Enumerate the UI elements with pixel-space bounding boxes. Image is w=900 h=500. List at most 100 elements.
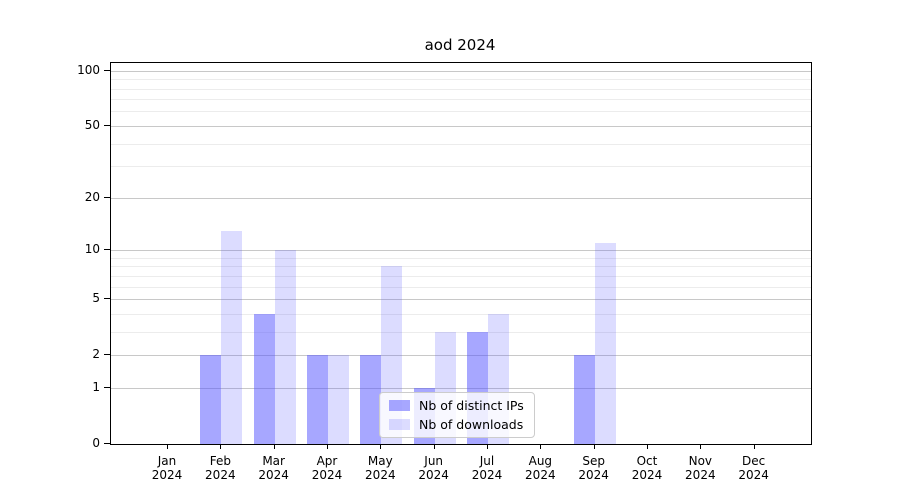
bar-sep-distinct-ips (573, 355, 595, 444)
x-tick-label-oct: Oct 2024 (615, 454, 679, 482)
x-tick-year: 2024 (631, 468, 663, 482)
minor-grid-line (111, 88, 811, 90)
x-tick-month: May (367, 454, 393, 468)
bar-feb-downloads (221, 230, 243, 444)
x-tick-mark (326, 445, 328, 449)
x-tick-year: 2024 (365, 468, 396, 482)
x-tick-label-aug: Aug 2024 (508, 454, 572, 482)
x-tick-label-may: May 2024 (348, 454, 412, 482)
y-tick-mark (104, 386, 110, 388)
x-tick-year: 2024 (205, 468, 236, 482)
minor-grid-line (111, 331, 811, 333)
x-tick-month: Aug (528, 454, 553, 468)
x-tick-label-dec: Dec 2024 (722, 454, 786, 482)
major-grid-line (111, 299, 811, 301)
y-tick-mark (104, 249, 110, 251)
x-tick-mark (646, 445, 648, 449)
x-tick-mark (486, 445, 488, 449)
y-tick-mark (104, 196, 110, 198)
minor-grid-line (111, 111, 811, 113)
y-tick-mark (104, 69, 110, 71)
plot-area: Nb of distinct IPs Nb of downloads (110, 62, 812, 445)
bar-may-distinct-ips (360, 355, 382, 444)
y-tick-label: 5 (92, 291, 100, 306)
x-tick-label-jun: Jun 2024 (402, 454, 466, 482)
y-tick-mark (104, 443, 110, 444)
x-tick-month: Apr (316, 454, 338, 468)
legend-label: Nb of downloads (419, 417, 524, 432)
x-tick-month: Mar (262, 454, 285, 468)
x-tick-mark (273, 445, 275, 449)
chart-title: aod 2024 (424, 36, 496, 54)
bar-apr-downloads (327, 355, 349, 444)
x-tick-mark (433, 445, 435, 449)
y-tick-label: 50 (84, 117, 100, 132)
bar-feb-distinct-ips (200, 355, 222, 444)
legend-entry: Nb of downloads (389, 417, 524, 432)
x-tick-mark (593, 445, 595, 449)
x-tick-year: 2024 (151, 468, 183, 482)
y-tick-label: 1 (92, 379, 100, 394)
minor-grid-line (111, 79, 811, 81)
legend: Nb of distinct IPs Nb of downloads (379, 392, 535, 438)
legend-label: Nb of distinct IPs (419, 398, 524, 413)
legend-entry: Nb of distinct IPs (389, 398, 524, 413)
minor-grid-line (111, 286, 811, 288)
bar-mar-downloads (274, 250, 296, 444)
x-tick-month: Nov (688, 454, 713, 468)
x-tick-month: Jun (424, 454, 444, 468)
legend-swatch-icon (389, 400, 410, 411)
major-grid-line (111, 250, 811, 252)
x-tick-label-apr: Apr 2024 (295, 454, 359, 482)
x-tick-month: Dec (742, 454, 766, 468)
x-tick-label-feb: Feb 2024 (188, 454, 252, 482)
x-tick-year: 2024 (418, 468, 449, 482)
x-tick-mark (540, 445, 542, 449)
major-grid-line (111, 387, 811, 389)
bar-apr-distinct-ips (306, 355, 328, 444)
x-tick-year: 2024 (738, 468, 769, 482)
major-grid-line (111, 197, 811, 199)
x-tick-month: Jul (479, 454, 495, 468)
minor-grid-line (111, 266, 811, 268)
x-tick-year: 2024 (525, 468, 556, 482)
legend-swatch-icon (389, 419, 410, 430)
x-tick-mark (380, 445, 382, 449)
major-grid-line (111, 70, 811, 72)
bar-sep-downloads (594, 243, 616, 444)
major-grid-line (111, 355, 811, 357)
x-tick-month: Feb (209, 454, 231, 468)
y-tick-label: 2 (92, 347, 100, 362)
minor-grid-line (111, 275, 811, 277)
y-tick-label: 10 (84, 242, 100, 257)
y-tick-label: 0 (92, 436, 100, 450)
x-tick-year: 2024 (258, 468, 289, 482)
x-tick-year: 2024 (471, 468, 503, 482)
minor-grid-line (111, 257, 811, 259)
minor-grid-line (111, 143, 811, 145)
x-tick-month: Oct (636, 454, 658, 468)
y-tick-mark (104, 298, 110, 300)
y-tick-label: 20 (84, 189, 100, 204)
x-tick-year: 2024 (685, 468, 716, 482)
x-tick-year: 2024 (578, 468, 609, 482)
x-tick-mark (753, 445, 755, 449)
bar-mar-distinct-ips (253, 313, 275, 444)
x-tick-label-jul: Jul 2024 (455, 454, 519, 482)
minor-grid-line (111, 166, 811, 168)
x-tick-mark (167, 445, 168, 449)
major-grid-line (111, 125, 811, 127)
x-tick-label-nov: Nov 2024 (668, 454, 732, 482)
y-tick-label: 100 (77, 62, 100, 77)
x-tick-month: Sep (582, 454, 605, 468)
x-tick-month: Jan (157, 454, 177, 468)
x-tick-label-sep: Sep 2024 (562, 454, 626, 482)
minor-grid-line (111, 313, 811, 315)
y-tick-mark (104, 354, 110, 356)
x-tick-year: 2024 (311, 468, 343, 482)
x-tick-label-mar: Mar 2024 (242, 454, 306, 482)
x-tick-mark (220, 445, 222, 449)
minor-grid-line (111, 99, 811, 101)
y-tick-mark (104, 124, 110, 126)
